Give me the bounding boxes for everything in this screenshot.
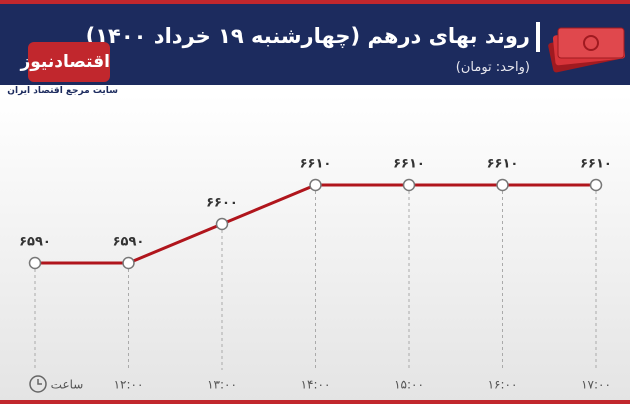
x-tick-label: ۱۶:۰۰: [488, 378, 518, 392]
value-label: ۶۶۱۰: [300, 157, 332, 172]
chart-subtitle: (واحد: تومان): [455, 60, 530, 75]
value-label: ۶۵۹۰: [19, 235, 51, 250]
value-label: ۶۶۱۰: [580, 157, 612, 172]
x-tick-label: ۱۳:۰۰: [207, 378, 237, 392]
value-label: ۶۶۱۰: [487, 157, 519, 172]
x-axis-label: ساعت: [51, 378, 84, 392]
x-tick-label: ۱۲:۰۰: [114, 378, 144, 392]
bottom-stripe: [0, 400, 630, 404]
point: [309, 178, 322, 192]
logo: اقتصادنیوز: [20, 42, 110, 82]
value-label: ۶۶۱۰: [393, 157, 425, 172]
x-tick-label: ۱۵:۰۰: [394, 378, 424, 392]
point: [122, 256, 135, 270]
point: [589, 178, 603, 192]
x-tick-label: ۱۴:۰۰: [301, 378, 331, 392]
chart-title: روند بهای درهم (چهارشنبه ۱۹ خرداد ۱۴۰۰): [85, 24, 530, 48]
value-label: ۶۶۰۰: [206, 196, 238, 211]
point: [402, 178, 416, 192]
point: [215, 217, 229, 231]
money-icon: [548, 27, 626, 73]
point: [496, 178, 509, 192]
x-tick-label: ۱۷:۰۰: [581, 378, 611, 392]
tagline: سایت مرجع اقتصاد ایران: [7, 86, 118, 96]
value-label: ۶۵۹۰: [113, 235, 145, 250]
title-bar: [536, 22, 540, 52]
point: [28, 256, 42, 270]
clock-icon: [29, 375, 47, 393]
